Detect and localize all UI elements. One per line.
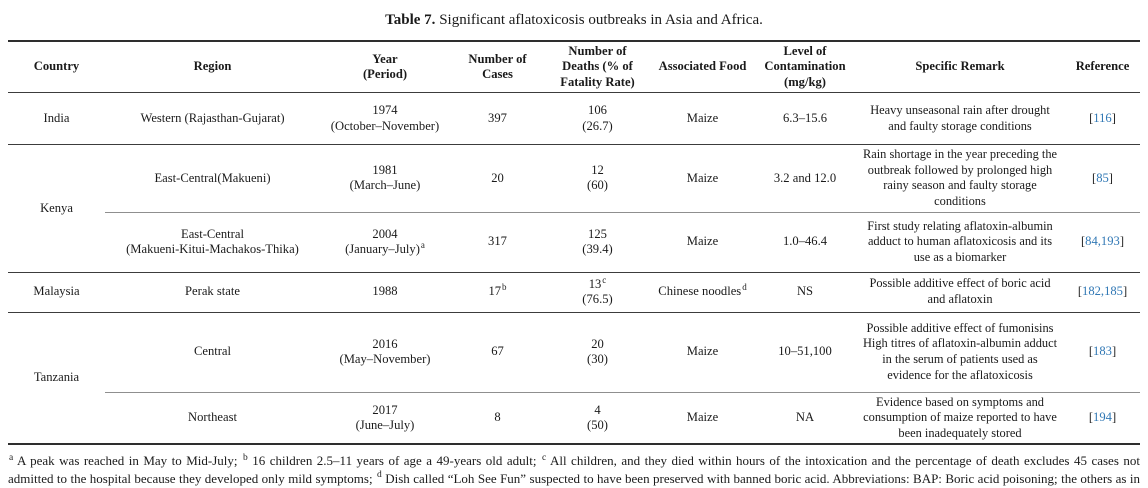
footnote-marker-b: b	[243, 453, 248, 464]
cell-food: Maize	[686, 234, 719, 249]
header-specific-remark: Specific Remark	[855, 41, 1065, 94]
cell-cases: 17b	[450, 271, 545, 313]
footnote-marker-a-ref: a	[420, 239, 425, 250]
cell-contamination: 3.2 and 12.0	[755, 144, 855, 213]
cell-reference: [116]	[1065, 93, 1140, 145]
footnote-marker-a: a	[9, 453, 14, 464]
cell-country: India	[43, 110, 70, 125]
cell-cases: 20	[450, 144, 545, 213]
table-row-kenya-2: East-Central (Makueni-Kitui-Machakos-Thik…	[8, 212, 1140, 272]
cell-food: Maize	[650, 311, 755, 393]
cell-year: 2017 (June–July)	[355, 402, 415, 433]
reference-link[interactable]: [116]	[1089, 110, 1116, 125]
cell-remark: Rain shortage in the year preceding the …	[855, 144, 1065, 213]
cell-region: East-Central(Makueni)	[105, 144, 320, 213]
cell-year: 2004 (January–July)a	[345, 226, 425, 257]
cell-cases: 317	[488, 234, 507, 249]
cell-deaths: 106 (26.7)	[582, 103, 613, 133]
cell-remark: Heavy unseasonal rain after drought and …	[870, 102, 1050, 133]
aflatoxicosis-outbreaks-table: Country Region Year (Period) Number of Cas…	[8, 40, 1140, 446]
footnotes: a A peak was reached in May to Mid-July;…	[8, 452, 1140, 488]
cell-country: Kenya	[8, 144, 105, 273]
footnote-text-a: A peak was reached in May to Mid-July;	[16, 453, 238, 469]
cell-food: Maize	[686, 110, 719, 125]
cell-contamination: 6.3–15.6	[782, 110, 828, 125]
cell-region: East-Central (Makueni-Kitui-Machakos-Thik…	[126, 226, 299, 257]
cell-region: Central	[105, 311, 320, 393]
footnote-text-b: 16 children 2.5–11 years of age a 49-yea…	[252, 453, 537, 469]
reference-link[interactable]: [84,193]	[1080, 234, 1125, 249]
cell-country: Malaysia	[8, 271, 105, 313]
footnote-marker-c-ref: c	[602, 274, 607, 285]
header-country: Country	[8, 41, 105, 94]
footnote-text-c: All children, and they died within hours…	[8, 453, 1140, 486]
cell-contamination: 10–51,100	[755, 311, 855, 393]
header-number-of-deaths: Number of Deaths (% of Fatality Rate)	[545, 41, 650, 94]
cell-contamination: 1.0–46.4	[782, 234, 828, 249]
cell-deaths: 125 (39.4)	[582, 226, 613, 257]
cell-region: Perak state	[105, 271, 320, 313]
cell-remark: Possible additive effect of boric acid a…	[855, 271, 1065, 313]
cell-reference: [183]	[1065, 311, 1140, 393]
table-caption: Table 7. Significant aflatoxicosis outbr…	[8, 12, 1140, 29]
header-region: Region	[105, 41, 320, 94]
table-row-tanzania-2: Northeast 2017 (June–July) 8 4 (50) Maize …	[8, 392, 1140, 444]
header-year-period: Year (Period)	[320, 41, 450, 94]
caption-text: Significant aflatoxicosis outbreaks in A…	[439, 12, 763, 28]
cell-remark: Evidence based on symptoms and consumpti…	[863, 394, 1057, 440]
header-number-of-cases: Number of Cases	[450, 41, 545, 94]
cell-cases: 67	[450, 311, 545, 393]
cell-country: Tanzania	[8, 311, 105, 445]
cell-remark: Possible additive effect of fumonisins H…	[855, 311, 1065, 393]
table-row-kenya-1: Kenya East-Central(Makueni) 1981 (March–J…	[8, 144, 1140, 273]
cell-reference: [182,185]	[1065, 271, 1140, 313]
cell-remark: First study relating aflatoxin-albumin a…	[867, 218, 1053, 264]
table-row-india: India Western (Rajasthan-Gujarat) 1974 (O…	[8, 93, 1140, 145]
cell-deaths: 20 (30)	[545, 311, 650, 393]
reference-link[interactable]: [85]	[1092, 170, 1113, 185]
cell-deaths: 13c (76.5)	[545, 271, 650, 313]
header-reference: Reference	[1065, 41, 1140, 94]
footnote-marker-c: c	[541, 453, 547, 464]
cell-reference: [194]	[1065, 392, 1140, 444]
cell-food: Chinese noodlesd	[650, 271, 755, 313]
cell-food: Maize	[686, 410, 719, 425]
footnote-marker-b-ref: b	[502, 282, 507, 293]
cell-year: 1974 (October–November)	[330, 103, 440, 133]
cell-region: Western (Rajasthan-Gujarat)	[140, 110, 285, 125]
reference-link[interactable]: [183]	[1088, 344, 1117, 359]
cell-year: 1988	[320, 271, 450, 313]
cell-food: Maize	[650, 144, 755, 213]
cell-year: 2016 (May–November)	[320, 311, 450, 393]
table-row-tanzania-1: Tanzania Central 2016 (May–November) 67 2…	[8, 311, 1140, 445]
cell-contamination: NA	[795, 410, 815, 425]
cell-year: 1981 (March–June)	[320, 144, 450, 213]
cell-region: Northeast	[188, 410, 237, 425]
cell-cases: 8	[494, 410, 501, 425]
header-row: Country Region Year (Period) Number of Cas…	[8, 41, 1140, 94]
cell-cases: 397	[488, 110, 507, 125]
cell-reference: [84,193]	[1065, 212, 1140, 272]
header-associated-food: Associated Food	[650, 41, 755, 94]
cell-deaths: 4 (50)	[587, 402, 608, 433]
footnote-marker-d-ref: d	[742, 282, 747, 293]
footnote-marker-d: d	[377, 470, 382, 481]
footnote-text-d: Dish called “Loh See Fun” suspected to h…	[385, 470, 830, 486]
cell-reference: [85]	[1065, 144, 1140, 213]
caption-label: Table 7.	[385, 12, 436, 28]
reference-link[interactable]: [182,185]	[1077, 284, 1128, 299]
cell-contamination: NS	[755, 271, 855, 313]
header-level-of-contamination: Level of Contamination (mg/kg)	[755, 41, 855, 94]
table-row-malaysia: Malaysia Perak state 1988 17b 13c (76.5) …	[8, 271, 1140, 313]
reference-link[interactable]: [194]	[1088, 410, 1117, 425]
cell-deaths: 12 (60)	[545, 144, 650, 213]
